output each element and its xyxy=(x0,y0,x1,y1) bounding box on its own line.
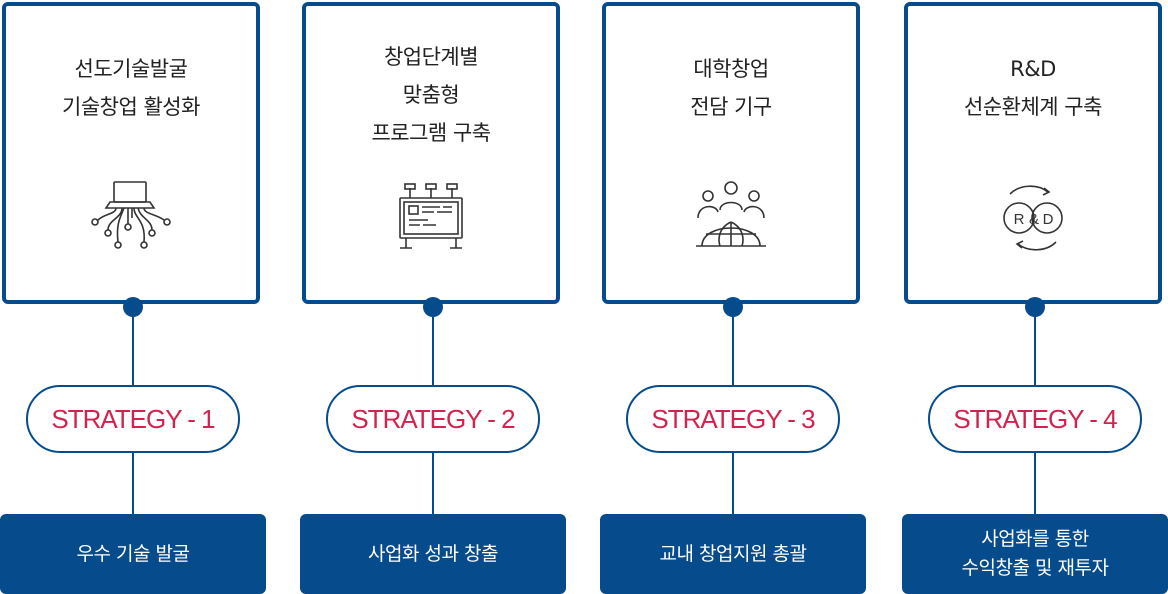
strategy-label: STRATEGY - 4 xyxy=(928,385,1142,453)
outcome-line: 수익창출 및 재투자 xyxy=(961,557,1109,579)
card-title-line: 기술창업 활성화 xyxy=(62,95,200,119)
connector-dot xyxy=(723,297,743,317)
strategy-outcome: 교내 창업지원 총괄 xyxy=(600,514,866,594)
card-title: 대학창업 전담 기구 xyxy=(606,50,856,126)
connector-line xyxy=(432,453,434,514)
strategy-outcome: 사업화를 통한 수익창출 및 재투자 xyxy=(902,514,1168,594)
rnd-cycle-icon: R & D xyxy=(1003,185,1063,251)
card-title: R&D 선순환체계 구축 xyxy=(908,50,1158,126)
strategy-label: STRATEGY - 3 xyxy=(626,385,840,453)
icon-letter-d: D xyxy=(1043,211,1054,228)
people-globe-icon xyxy=(696,181,766,247)
outcome-line: 사업화를 통한 xyxy=(981,528,1089,550)
strategy-column-1: 선도기술발굴 기술창업 활성화 STRATEGY - 1 우수 기술 발굴 xyxy=(0,0,266,594)
connector-line xyxy=(1034,317,1036,385)
connector-dot xyxy=(1025,297,1045,317)
strategy-outcome: 우수 기술 발굴 xyxy=(0,514,266,594)
card-title-line: 맞춤형 xyxy=(402,83,460,107)
card-title-line: 대학창업 xyxy=(693,57,769,81)
connector-line xyxy=(1034,453,1036,514)
strategy-column-3: 대학창업 전담 기구 STRATEGY - 3 교내 창업지원 총괄 xyxy=(600,0,866,594)
strategy-label: STRATEGY - 2 xyxy=(326,385,540,453)
connector-line xyxy=(132,453,134,514)
card-title-line: 선도기술발굴 xyxy=(74,57,188,81)
strategy-outcome: 사업화 성과 창출 xyxy=(300,514,566,594)
connector-line xyxy=(132,317,134,385)
connector-line xyxy=(732,317,734,385)
strategy-card: R&D 선순환체계 구축 R & D xyxy=(904,2,1162,304)
strategy-card: 대학창업 전담 기구 xyxy=(602,2,860,304)
connector-line xyxy=(732,453,734,514)
strategy-label: STRATEGY - 1 xyxy=(26,385,240,453)
connector-dot xyxy=(423,297,443,317)
outcome-line: 사업화 성과 창출 xyxy=(368,542,498,565)
connector-dot xyxy=(123,297,143,317)
outcome-line: 교내 창업지원 총괄 xyxy=(659,542,807,565)
card-title-line: 선순환체계 구축 xyxy=(964,95,1102,119)
strategy-column-4: R&D 선순환체계 구축 R & D STRATEGY - 4 사업화를 통한 … xyxy=(902,0,1168,594)
circuit-laptop-icon xyxy=(91,181,171,249)
card-title-line: R&D xyxy=(1010,57,1056,81)
icon-letter-amp: & xyxy=(1029,211,1039,228)
card-title-line: 창업단계별 xyxy=(383,45,479,69)
strategy-card: 창업단계별 맞춤형 프로그램 구축 xyxy=(302,2,560,304)
icon-letter-r: R xyxy=(1014,211,1025,228)
card-title-line: 프로그램 구축 xyxy=(371,121,491,145)
outcome-line: 우수 기술 발굴 xyxy=(76,542,190,565)
strategy-column-2: 창업단계별 맞춤형 프로그램 구축 STRATEGY - 2 사업화 성과 창출 xyxy=(300,0,566,594)
billboard-program-icon xyxy=(399,183,463,249)
card-title: 창업단계별 맞춤형 프로그램 구축 xyxy=(306,38,556,152)
card-title: 선도기술발굴 기술창업 활성화 xyxy=(6,50,256,126)
connector-line xyxy=(432,317,434,385)
card-title-line: 전담 기구 xyxy=(690,95,772,119)
strategy-card: 선도기술발굴 기술창업 활성화 xyxy=(2,2,260,304)
